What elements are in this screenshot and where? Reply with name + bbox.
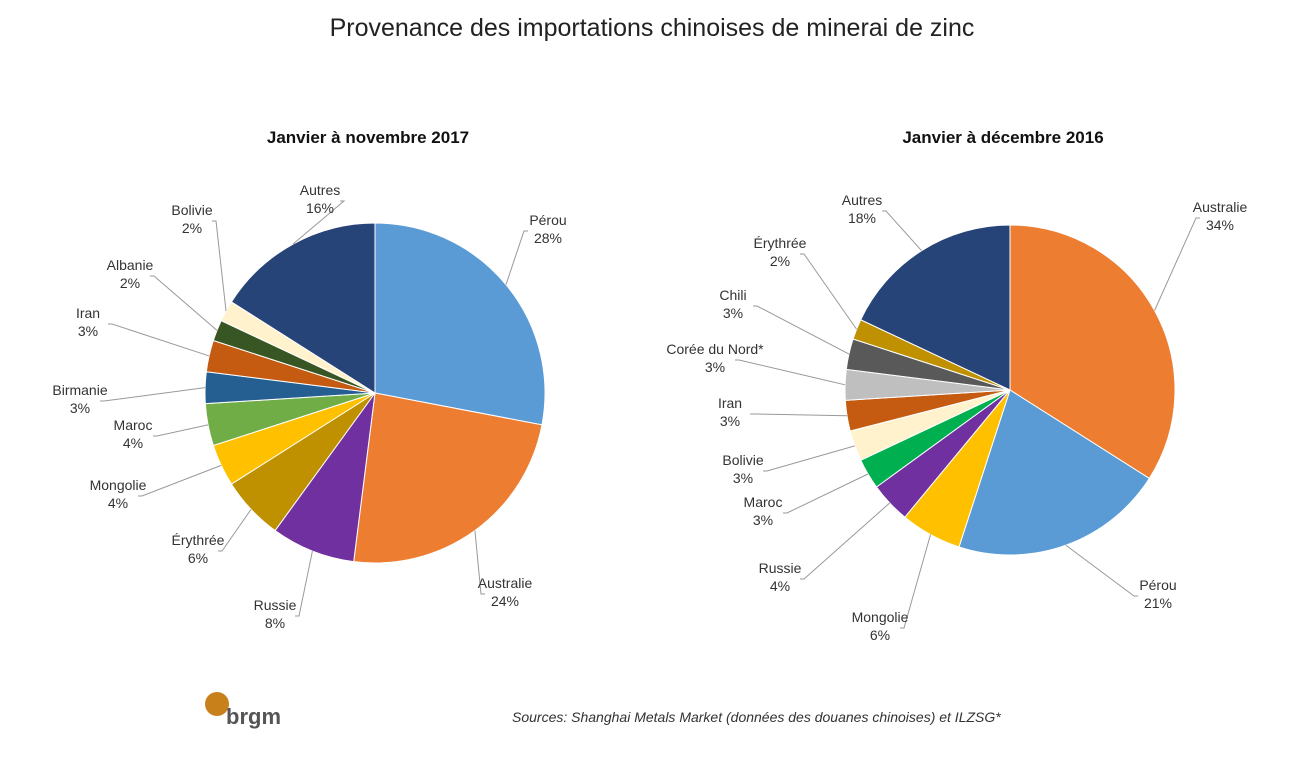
slice-label: Mongolie: [852, 609, 909, 625]
slice-value-label: 28%: [534, 230, 562, 246]
logo-globe-icon: [205, 692, 229, 716]
slice-value-label: 3%: [733, 470, 753, 486]
slice-value-label: 6%: [188, 550, 208, 566]
pie-slice-2-1: [958, 389, 1151, 556]
slice-label: Autres: [300, 182, 340, 198]
slice-label: Iran: [718, 395, 742, 411]
slice-label: Pérou: [1139, 577, 1176, 593]
slice-value-label: 4%: [123, 435, 143, 451]
slice-label: Birmanie: [52, 382, 107, 398]
slice-label: Maroc: [744, 494, 783, 510]
slice-value-label: 16%: [306, 200, 334, 216]
leader-line: [900, 534, 931, 629]
slice-value-label: 2%: [770, 253, 790, 269]
figure-title: Provenance des importations chinoises de…: [329, 14, 975, 42]
source-note: Sources: Shanghai Metals Market (données…: [512, 709, 1001, 725]
pie-slice-1-1: [353, 392, 543, 564]
leader-line: [218, 509, 252, 552]
slice-label: Chili: [719, 287, 746, 303]
slice-label: Iran: [76, 305, 100, 321]
slice-label: Autres: [842, 192, 882, 208]
leader-line: [783, 473, 869, 514]
chart-1-title: Janvier à novembre 2017: [266, 128, 470, 147]
slice-value-label: 3%: [720, 413, 740, 429]
slice-label: Bolivie: [722, 452, 763, 468]
leader-line: [800, 502, 891, 580]
leader-line: [153, 424, 209, 437]
slice-label: Maroc: [114, 417, 153, 433]
leader-line: [212, 220, 227, 312]
slice-label: Bolivie: [171, 202, 212, 218]
slice-label: Russie: [759, 560, 802, 576]
slice-value-label: 8%: [265, 615, 285, 631]
leader-line: [108, 323, 210, 357]
slice-label: Érythrée: [754, 235, 807, 251]
slice-value-label: 21%: [1144, 595, 1172, 611]
chart-2-title: Janvier à décembre 2016: [902, 128, 1104, 147]
leader-line: [763, 445, 855, 472]
slice-label: Albanie: [107, 257, 154, 273]
slice-value-label: 3%: [723, 305, 743, 321]
leader-line: [1154, 217, 1200, 311]
leader-line: [753, 305, 850, 355]
slice-value-label: 3%: [70, 400, 90, 416]
leader-line: [1065, 544, 1138, 597]
pie-slice-2-0: [1009, 224, 1176, 480]
slice-value-label: 4%: [108, 495, 128, 511]
leader-line: [295, 550, 313, 617]
slice-value-label: 4%: [770, 578, 790, 594]
brgm-logo: brgm: [204, 690, 284, 735]
slice-value-label: 18%: [848, 210, 876, 226]
slice-value-label: 6%: [870, 627, 890, 643]
pie-slice-1-0: [374, 222, 546, 426]
slice-label: Corée du Nord*: [666, 341, 764, 357]
slice-value-label: 3%: [78, 323, 98, 339]
leader-line: [100, 387, 206, 402]
slice-value-label: 2%: [120, 275, 140, 291]
slice-label: Australie: [1193, 199, 1248, 215]
pie-slice-2-10: [860, 224, 1011, 391]
slice-value-label: 2%: [182, 220, 202, 236]
leader-line: [138, 464, 222, 497]
slice-label: Pérou: [529, 212, 566, 228]
leader-line: [800, 253, 857, 330]
leader-line: [735, 359, 846, 386]
slice-label: Australie: [478, 575, 533, 591]
leader-line: [474, 530, 485, 595]
leader-line: [750, 413, 848, 417]
slice-label: Érythrée: [172, 532, 225, 548]
slice-value-label: 3%: [753, 512, 773, 528]
logo-text: brgm: [226, 704, 281, 729]
leader-line: [292, 200, 346, 245]
slice-label: Russie: [254, 597, 297, 613]
leader-line: [505, 230, 528, 285]
slice-value-label: 24%: [491, 593, 519, 609]
slice-value-label: 3%: [705, 359, 725, 375]
leader-line: [150, 275, 218, 331]
leader-line: [882, 210, 922, 252]
slice-value-label: 34%: [1206, 217, 1234, 233]
slice-label: Mongolie: [90, 477, 147, 493]
